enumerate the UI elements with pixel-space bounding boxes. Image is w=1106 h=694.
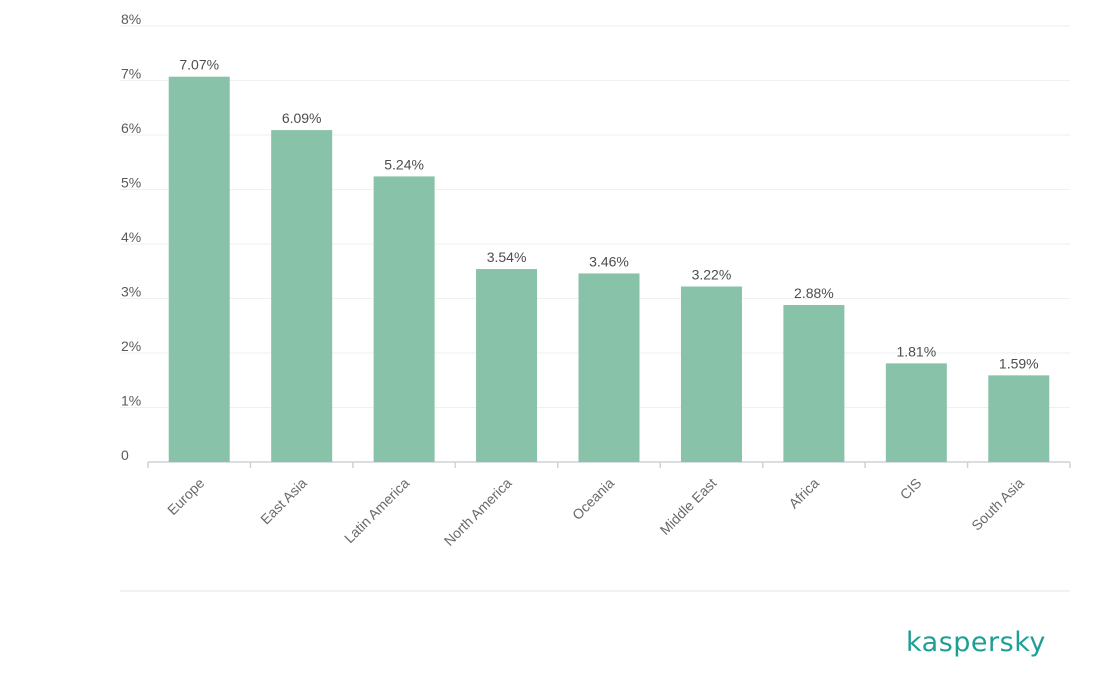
x-tick-label: North America	[441, 475, 515, 549]
data-label: 1.59%	[999, 355, 1039, 371]
bar	[783, 305, 845, 462]
y-tick-label: 6%	[121, 120, 141, 136]
x-tick-label: Latin America	[341, 475, 412, 546]
bar	[885, 363, 947, 462]
bar	[476, 269, 538, 462]
bar	[988, 375, 1050, 462]
kaspersky-logo: kaspersky	[906, 627, 1046, 658]
y-tick-label: 0	[121, 447, 129, 463]
data-label: 2.88%	[794, 285, 834, 301]
bar	[373, 176, 435, 463]
bar	[168, 76, 230, 462]
data-label: 3.22%	[692, 267, 732, 283]
y-tick-label: 1%	[121, 393, 141, 409]
bar	[271, 130, 333, 462]
bar	[578, 273, 640, 462]
data-label: 5.24%	[384, 156, 424, 172]
x-tick-label: Oceania	[569, 475, 617, 523]
x-tick-label: Middle East	[657, 475, 720, 538]
bar	[680, 286, 742, 462]
x-tick-label: Africa	[785, 475, 822, 512]
x-tick-label: CIS	[897, 475, 925, 503]
y-tick-label: 8%	[121, 11, 141, 27]
data-label: 1.81%	[896, 343, 936, 359]
y-tick-label: 2%	[121, 338, 141, 354]
data-label: 7.07%	[179, 57, 219, 73]
y-tick-label: 3%	[121, 284, 141, 300]
data-label: 6.09%	[282, 110, 322, 126]
data-label: 3.46%	[589, 253, 629, 269]
x-tick-label: South Asia	[968, 475, 1027, 534]
y-tick-label: 5%	[121, 175, 141, 191]
y-tick-label: 7%	[121, 66, 141, 82]
y-tick-label: 4%	[121, 229, 141, 245]
x-tick-label: Europe	[164, 475, 207, 518]
x-tick-label: East Asia	[257, 475, 310, 528]
data-label: 3.54%	[487, 249, 527, 265]
